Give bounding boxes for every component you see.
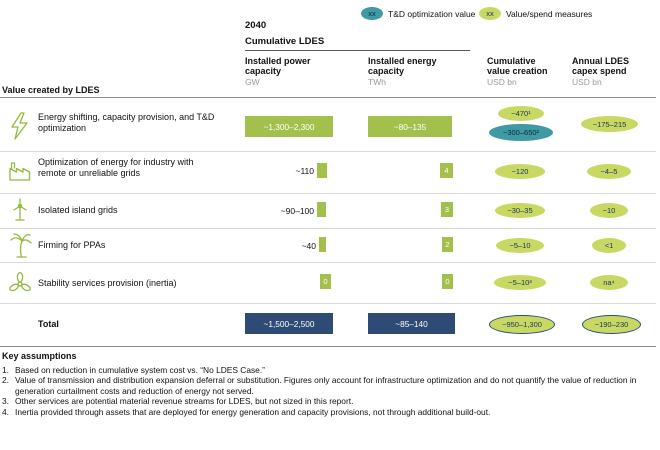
value-oval: ~470¹ [498, 106, 544, 121]
column-title: Installed power capacity [245, 56, 311, 76]
assumption-text: Inertia provided through assets that are… [15, 406, 491, 417]
total-power-bar: ~1,500–2,500 [245, 313, 333, 334]
lightning-icon [11, 112, 28, 140]
power-value-label: ~40 [301, 241, 316, 251]
assumption-text: Based on reduction in cumulative system … [15, 364, 265, 375]
column-header-capex: Annual LDES capex spend USD bn [572, 56, 634, 87]
column-unit: TWh [368, 77, 386, 87]
value-oval: ~120 [495, 164, 545, 179]
column-header-power: Installed power capacity GW [245, 56, 319, 87]
total-capex-oval: ~190–230 [582, 315, 641, 334]
value-oval: ~5–10³ [494, 275, 546, 290]
energy-bar: 4 [440, 163, 453, 178]
capex-oval: na⁴ [590, 275, 628, 290]
assumption-text: Other services are potential material re… [15, 396, 354, 407]
power-value-label: ~90–100 [280, 206, 314, 216]
table-bottom-divider [0, 346, 656, 347]
row-label: Energy shifting, capacity provision, and… [38, 112, 215, 133]
column-unit: USD bn [487, 77, 517, 87]
assumption-number: 4. [2, 406, 9, 417]
assumption-number: 1. [2, 364, 9, 375]
inertia-icon [9, 271, 31, 292]
power-bar [317, 202, 326, 217]
value-oval: ~30–35 [495, 203, 545, 218]
assumption-item: 3. Other services are potential material… [2, 396, 656, 407]
year-header: 2040 [245, 20, 267, 31]
value-oval: ~5–10 [496, 238, 544, 253]
row-divider [0, 303, 656, 304]
energy-bar: 2 [442, 237, 453, 252]
wind-turbine-icon [13, 198, 27, 221]
assumption-item: 4. Inertia provided through assets that … [2, 407, 656, 418]
value-spend-badge: xx [479, 7, 501, 20]
legend-value-spend-label: Value/spend measures [506, 8, 593, 19]
row-axis-header: Value created by LDES [2, 85, 100, 95]
row-divider [0, 262, 656, 263]
row-label: Isolated island grids [38, 205, 118, 215]
capex-oval: ~10 [590, 203, 628, 218]
column-header-value: Cumulative value creation USD bn [487, 56, 557, 87]
column-title: Cumulative value creation [487, 56, 548, 76]
assumption-item: 2. Value of transmission and distributio… [2, 375, 656, 396]
industry-icon [9, 162, 31, 181]
assumption-number: 3. [2, 396, 9, 407]
column-unit: USD bn [572, 77, 602, 87]
column-title: Annual LDES capex spend [572, 56, 630, 76]
row-label: Stability services provision (inertia) [38, 278, 177, 288]
power-bar [317, 163, 327, 178]
column-title: Installed energy capacity [368, 56, 437, 76]
row-label: Optimization of energy for industry with… [38, 157, 194, 178]
key-assumptions-title: Key assumptions [2, 351, 77, 361]
total-label: Total [38, 319, 59, 329]
assumption-number: 2. [2, 375, 9, 386]
assumption-item: 1. Based on reduction in cumulative syst… [2, 365, 656, 376]
power-bar: ~1,300–2,300 [245, 116, 333, 137]
power-bar [319, 237, 326, 252]
capex-oval: <1 [592, 238, 626, 253]
key-assumptions: Key assumptions 1. Based on reduction in… [2, 351, 656, 418]
header-divider [0, 97, 656, 98]
row-label: Firming for PPAs [38, 240, 106, 250]
td-value-badge: xx [361, 7, 383, 20]
total-energy-bar: ~85–140 [368, 313, 455, 334]
td-value-oval: ~300–650² [489, 124, 553, 141]
row-divider [0, 151, 656, 152]
legend-td-label: T&D optimization value [388, 8, 476, 19]
capex-oval: ~175–215 [581, 116, 638, 132]
energy-bar: 3 [441, 202, 453, 217]
assumption-text: Value of transmission and distribution e… [15, 375, 637, 396]
total-value-oval: ~950–1,300 [489, 315, 555, 334]
palm-tree-icon [10, 233, 32, 258]
column-header-energy: Installed energy capacity TWh [368, 56, 446, 87]
power-value-label: ~110 [295, 166, 314, 176]
legend-value-spend: xx Value/spend measures [479, 7, 592, 20]
row-divider [0, 228, 656, 229]
power-bar: 0 [320, 274, 331, 289]
energy-bar: 0 [442, 274, 453, 289]
capex-oval: ~4–5 [587, 164, 631, 179]
row-divider [0, 193, 656, 194]
legend-td-optimization: xx T&D optimization value [361, 7, 475, 20]
column-unit: GW [245, 77, 260, 87]
energy-bar: ~80–135 [368, 116, 452, 137]
group-header: Cumulative LDES [245, 36, 325, 47]
group-underline [245, 50, 470, 51]
